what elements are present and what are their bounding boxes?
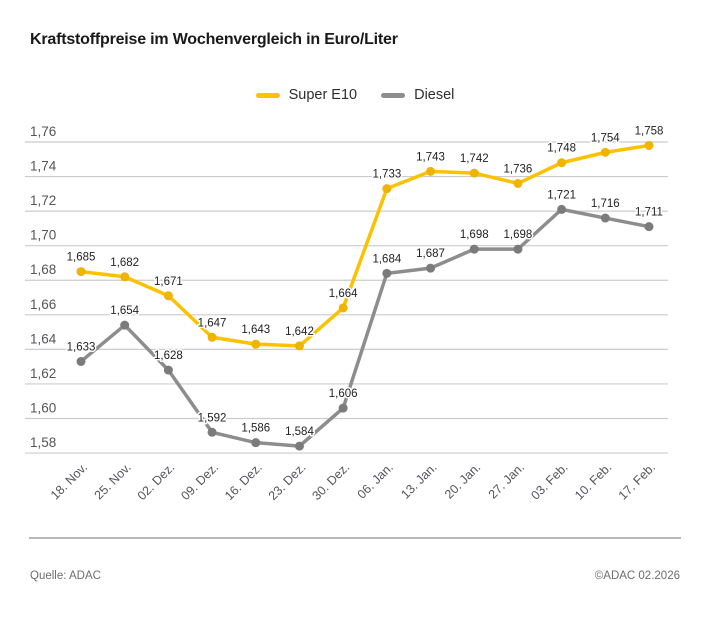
x-tick-label: 18. Nov. [48, 460, 90, 502]
x-tick-label: 23. Dez. [266, 460, 309, 503]
x-tick-label: 10. Feb. [572, 460, 614, 502]
x-tick-label: 25. Nov. [92, 460, 134, 502]
data-label-diesel: 1,586 [241, 423, 270, 435]
y-tick-label: 1,64 [30, 331, 57, 346]
data-point-diesel [426, 263, 436, 273]
data-point-diesel [294, 441, 304, 451]
data-label-diesel: 1,698 [504, 229, 533, 241]
y-tick-label: 1,58 [30, 435, 56, 450]
data-point-super-e10 [163, 291, 173, 301]
data-point-diesel [644, 222, 654, 232]
data-label-diesel: 1,721 [547, 189, 576, 201]
super-e10-swatch-icon [255, 92, 280, 98]
data-label-diesel: 1,698 [460, 229, 489, 241]
data-label-diesel: 1,654 [110, 305, 139, 317]
data-label-super-e10: 1,643 [241, 324, 270, 336]
data-label-super-e10: 1,754 [591, 132, 620, 144]
data-point-diesel [207, 427, 217, 437]
x-tick-label: 13. Jan. [398, 460, 439, 501]
y-tick-label: 1,62 [30, 366, 56, 381]
data-label-super-e10: 1,647 [198, 317, 227, 329]
data-label-super-e10: 1,685 [67, 252, 96, 264]
data-label-super-e10: 1,748 [547, 143, 576, 155]
data-point-super-e10 [382, 184, 392, 194]
data-label-super-e10: 1,758 [635, 125, 664, 137]
legend-item-super-e10: Super E10 [255, 87, 358, 103]
data-point-super-e10 [557, 158, 567, 168]
data-label-super-e10: 1,682 [110, 257, 139, 269]
data-label-diesel: 1,684 [372, 253, 401, 265]
data-label-diesel: 1,584 [285, 426, 314, 438]
x-tick-label: 16. Dez. [222, 460, 265, 503]
copyright-text: ©ADAC 02.2026 [594, 570, 680, 582]
data-label-diesel: 1,716 [591, 198, 620, 210]
series-line-super-e10 [79, 143, 651, 348]
data-point-diesel [251, 438, 261, 448]
footer-divider [29, 537, 681, 539]
legend-label-super-e10: Super E10 [288, 87, 358, 103]
data-label-super-e10: 1,733 [372, 169, 401, 181]
x-tick-label: 03. Feb. [528, 460, 570, 502]
y-tick-label: 1,66 [30, 297, 56, 312]
data-label-super-e10: 1,742 [460, 153, 489, 165]
x-tick-label: 20. Jan. [442, 460, 483, 501]
data-point-diesel [382, 268, 392, 278]
legend-label-diesel: Diesel [414, 87, 455, 103]
data-label-super-e10: 1,664 [329, 288, 358, 300]
data-label-diesel: 1,687 [416, 248, 445, 260]
data-label-diesel: 1,711 [635, 207, 663, 219]
data-label-super-e10: 1,736 [504, 163, 533, 175]
y-tick-label: 1,70 [30, 228, 56, 243]
data-point-diesel [600, 213, 610, 223]
x-tick-label: 06. Jan. [355, 460, 396, 501]
y-tick-label: 1,68 [30, 262, 56, 277]
y-tick-label: 1,76 [30, 124, 56, 139]
y-tick-label: 1,72 [30, 193, 56, 208]
data-point-super-e10 [600, 147, 610, 157]
data-label-super-e10: 1,743 [416, 151, 445, 163]
data-point-super-e10 [338, 303, 348, 313]
data-label-diesel: 1,628 [154, 350, 183, 362]
legend-item-diesel: Diesel [381, 87, 454, 103]
x-tick-label: 09. Dez. [178, 460, 221, 503]
data-point-diesel [469, 244, 479, 254]
data-point-super-e10 [426, 166, 436, 176]
data-label-super-e10: 1,642 [285, 326, 314, 338]
data-point-super-e10 [207, 332, 217, 342]
data-label-super-e10: 1,671 [154, 276, 183, 288]
data-point-super-e10 [294, 341, 304, 351]
data-label-diesel: 1,592 [198, 412, 227, 424]
diesel-swatch-icon [381, 92, 406, 98]
data-point-super-e10 [644, 140, 654, 150]
x-tick-label: 17. Feb. [616, 460, 658, 502]
source-text: Quelle: ADAC [30, 570, 101, 582]
data-point-diesel [163, 365, 173, 375]
data-point-diesel [120, 320, 130, 330]
x-tick-label: 30. Dez. [309, 460, 352, 503]
data-point-super-e10 [120, 272, 130, 282]
legend: Super E10 Diesel [0, 87, 710, 103]
data-label-diesel: 1,633 [67, 341, 96, 353]
data-point-diesel [557, 204, 567, 214]
data-point-diesel [76, 356, 86, 366]
data-point-super-e10 [469, 168, 479, 178]
series-line-diesel [79, 207, 651, 448]
y-tick-label: 1,60 [30, 400, 56, 415]
data-point-diesel [338, 403, 348, 413]
x-tick-label: 02. Dez. [135, 460, 178, 503]
data-point-super-e10 [76, 267, 86, 277]
chart-title: Kraftstoffpreise im Wochenvergleich in E… [30, 31, 398, 48]
data-point-super-e10 [513, 178, 523, 188]
x-tick-label: 27. Jan. [486, 460, 527, 501]
data-point-super-e10 [251, 339, 261, 349]
data-point-diesel [513, 244, 523, 254]
data-label-diesel: 1,606 [329, 388, 358, 400]
y-tick-label: 1,74 [30, 159, 57, 174]
